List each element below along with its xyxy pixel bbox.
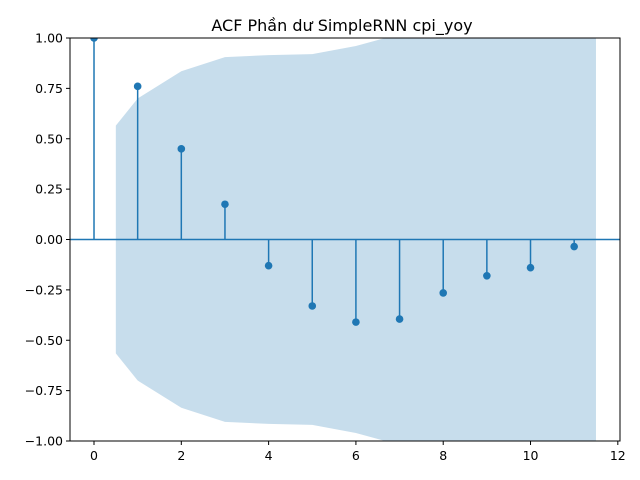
stem-marker-lag-6	[352, 318, 360, 326]
stem-marker-lag-9	[483, 271, 491, 280]
stem-marker-lag-4	[264, 261, 273, 270]
x-tick-label: 6	[352, 448, 360, 463]
y-tick-label: −0.25	[25, 282, 63, 297]
stem-marker-lag-10	[526, 263, 535, 272]
x-tick-label: 12	[610, 448, 626, 463]
stem-marker-lag-11	[570, 242, 578, 251]
stem-marker-lag-7	[395, 315, 404, 323]
stem-marker-lag-0	[90, 38, 98, 42]
chart-title: ACF Phần dư SimpleRNN cpi_yoy	[211, 16, 472, 36]
y-tick-label: −0.75	[25, 383, 63, 398]
y-tick-label: −0.50	[25, 333, 63, 348]
x-tick-label: 2	[177, 448, 185, 463]
y-tick-label: 0.50	[35, 131, 63, 146]
y-tick-label: 0.00	[35, 232, 63, 247]
stem-marker-lag-2	[177, 145, 186, 153]
plot-area	[70, 38, 620, 441]
x-tick-label: 0	[90, 448, 98, 463]
y-tick-label: 0.25	[35, 182, 63, 197]
y-tick-label: 1.00	[35, 31, 63, 46]
y-axis: −1.00 −0.75 −0.50 −0.25 0.00 0.25 0.50 0.75 1.00	[25, 31, 70, 449]
x-tick-label: 10	[523, 448, 539, 463]
stems	[90, 38, 578, 326]
stem-marker-lag-5	[308, 302, 317, 310]
y-tick-label: 0.75	[35, 81, 63, 96]
y-tick-label: −1.00	[25, 434, 63, 449]
stem-marker-lag-8	[439, 289, 448, 297]
x-tick-label: 8	[439, 448, 447, 463]
x-tick-label: 4	[265, 448, 273, 463]
stem-marker-lag-3	[221, 200, 229, 209]
x-axis: 0 2 4 6 8 10 12	[90, 441, 626, 463]
stem-marker-lag-1	[133, 82, 142, 91]
